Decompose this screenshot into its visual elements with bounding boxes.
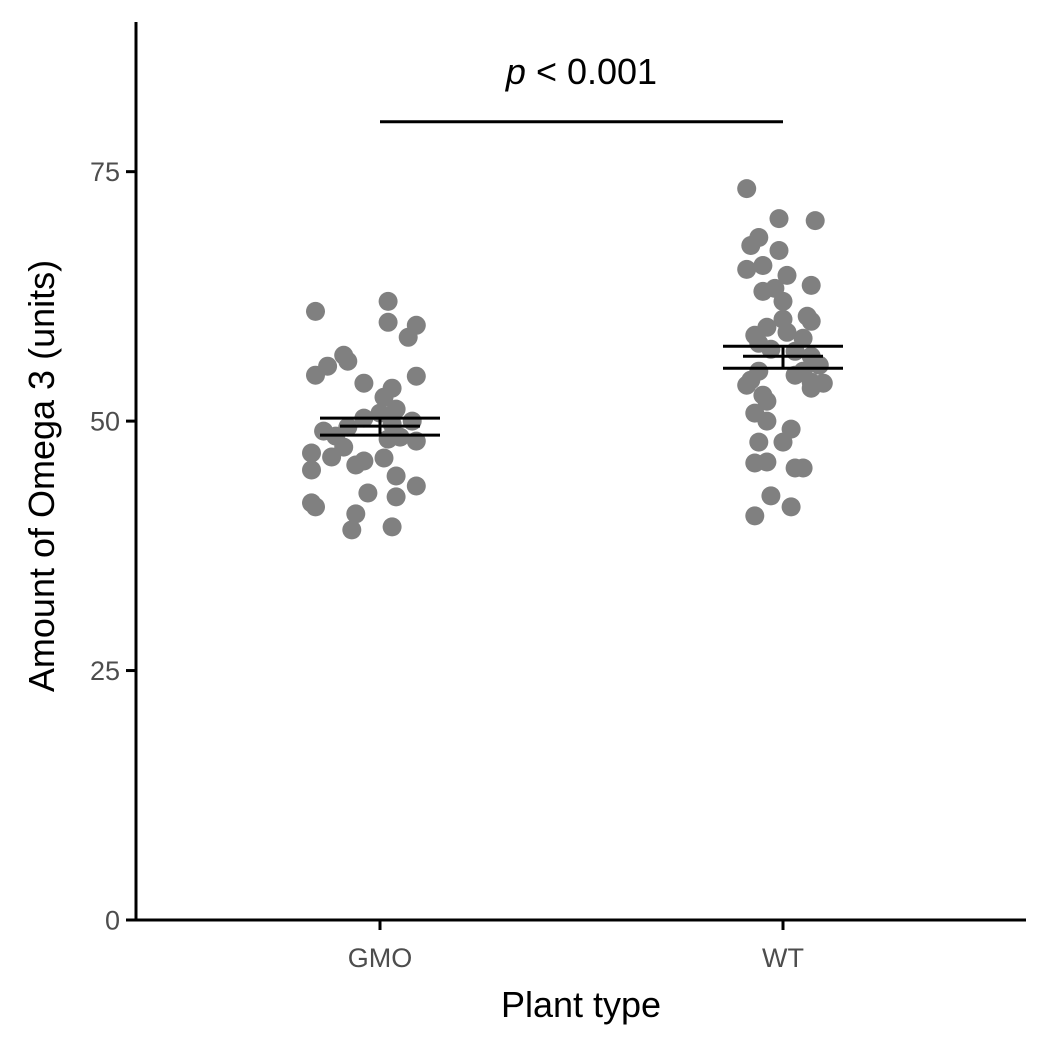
data-point (773, 432, 793, 452)
data-point (322, 447, 342, 467)
data-point (757, 391, 777, 411)
data-point (346, 455, 366, 475)
y-tick-label: 0 (105, 906, 120, 936)
data-point (386, 466, 406, 486)
data-point (737, 259, 757, 279)
data-point (342, 520, 362, 540)
data-point (785, 365, 805, 385)
x-tick-label: WT (762, 943, 804, 973)
data-point (757, 411, 777, 431)
data-point (773, 291, 793, 311)
data-point (809, 355, 829, 375)
data-point (785, 341, 805, 361)
data-point (741, 236, 761, 255)
data-point (793, 458, 813, 478)
p-symbol: p (505, 51, 526, 92)
data-point (386, 487, 406, 507)
y-tick-label: 50 (90, 407, 120, 437)
p-value-label: p < 0.001 (505, 51, 657, 92)
data-point (346, 504, 366, 524)
data-point (769, 241, 789, 260)
data-point (306, 365, 325, 385)
data-point (801, 275, 821, 295)
y-tick-label: 25 (90, 656, 120, 686)
y-tick-label: 75 (90, 157, 120, 187)
data-point (402, 411, 422, 431)
data-point (306, 301, 325, 321)
data-point (382, 517, 402, 537)
data-point (805, 211, 825, 231)
p-value-text: < 0.001 (526, 51, 657, 92)
data-point (737, 179, 757, 199)
axes (134, 22, 1026, 922)
data-point (386, 399, 406, 419)
data-point (737, 375, 757, 395)
data-point (306, 497, 325, 517)
data-point (801, 311, 821, 331)
data-point (777, 322, 797, 342)
data-point (398, 327, 418, 347)
data-point (302, 460, 321, 480)
data-point (378, 312, 398, 332)
data-point (406, 366, 426, 386)
data-point (781, 497, 801, 517)
data-point (761, 486, 781, 506)
data-point (749, 432, 769, 452)
data-point (374, 448, 394, 468)
data-point (757, 452, 777, 472)
data-point (745, 506, 765, 526)
data-point (406, 476, 426, 496)
data-point (374, 387, 394, 407)
data-point (801, 378, 821, 398)
data-points (302, 179, 833, 540)
y-axis-title: Amount of Omega 3 (units) (21, 260, 62, 692)
x-ticks: GMO WT (348, 920, 804, 973)
data-point (761, 339, 781, 359)
data-point (354, 373, 374, 393)
x-axis-title: Plant type (501, 984, 661, 1025)
data-point (338, 351, 358, 371)
data-point (378, 291, 398, 311)
x-tick-label: GMO (348, 943, 413, 973)
data-point (302, 443, 321, 463)
significance-annotation: p < 0.001 (380, 51, 783, 124)
y-ticks: 0 25 50 75 (90, 157, 136, 936)
error-bars (320, 344, 843, 437)
data-point (769, 209, 789, 229)
data-point (753, 281, 773, 301)
data-point (358, 483, 378, 503)
data-point (777, 265, 797, 285)
data-point (753, 256, 773, 275)
